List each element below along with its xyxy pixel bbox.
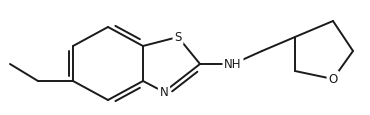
Text: S: S [174, 31, 182, 44]
Text: O: O [329, 73, 338, 86]
Text: N: N [159, 86, 168, 99]
Text: NH: NH [224, 58, 242, 71]
